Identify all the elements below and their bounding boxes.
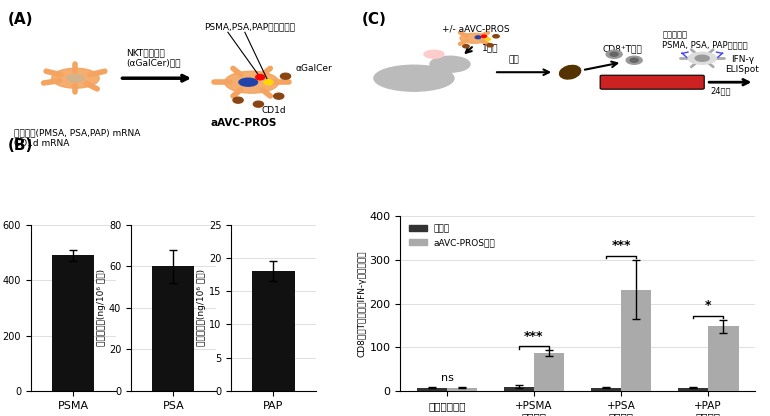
Text: *: * — [705, 300, 711, 312]
Circle shape — [256, 74, 265, 80]
Circle shape — [233, 97, 243, 103]
Circle shape — [280, 73, 290, 79]
Text: IFN-γ
ELISpot: IFN-γ ELISpot — [725, 54, 759, 74]
Ellipse shape — [688, 52, 716, 64]
Bar — [52, 255, 95, 391]
Text: +/- aAVC-PROS: +/- aAVC-PROS — [442, 24, 510, 33]
Circle shape — [493, 35, 499, 38]
Ellipse shape — [430, 56, 470, 72]
Ellipse shape — [374, 65, 454, 91]
Text: (C): (C) — [362, 12, 387, 27]
Text: αGalCer: αGalCer — [296, 64, 333, 73]
Text: (B): (B) — [8, 138, 33, 153]
Bar — [152, 266, 194, 391]
Text: ***: *** — [524, 330, 544, 343]
Text: CD1d: CD1d — [262, 106, 286, 115]
Bar — [621, 290, 651, 391]
Ellipse shape — [52, 68, 99, 88]
Bar — [708, 327, 738, 391]
Circle shape — [253, 101, 263, 107]
Circle shape — [486, 38, 490, 40]
Y-axis label: タンパク質(ng/10⁶ 細胞): タンパク質(ng/10⁶ 細胞) — [197, 269, 206, 347]
Circle shape — [630, 58, 638, 62]
Ellipse shape — [225, 71, 279, 93]
Circle shape — [606, 50, 622, 58]
Ellipse shape — [695, 55, 709, 61]
Y-axis label: CD8陽性T細胞中のIFN-γスポット数: CD8陽性T細胞中のIFN-γスポット数 — [358, 250, 367, 357]
Bar — [447, 388, 477, 391]
Text: PSMA,PSA,PAPタンパク質: PSMA,PSA,PAPタンパク質 — [204, 22, 295, 31]
Circle shape — [475, 36, 480, 39]
Ellipse shape — [67, 75, 84, 82]
Text: 1週間: 1週間 — [482, 44, 498, 53]
Ellipse shape — [239, 78, 257, 86]
Ellipse shape — [424, 50, 444, 58]
Text: ***: *** — [611, 239, 631, 252]
Bar — [504, 387, 534, 391]
Text: CD8⁺T細胞: CD8⁺T細胞 — [602, 44, 642, 53]
Legend: 非投与, aAVC-PROS投与: 非投与, aAVC-PROS投与 — [405, 221, 499, 250]
Bar — [591, 388, 621, 391]
Text: aAVC-PROS: aAVC-PROS — [211, 118, 277, 128]
Y-axis label: タンパク質(ng/10⁶ 細胞): タンパク質(ng/10⁶ 細胞) — [97, 269, 106, 347]
Circle shape — [273, 93, 284, 99]
Text: NKTリガンド
(αGalCer)添加: NKTリガンド (αGalCer)添加 — [126, 48, 181, 68]
Ellipse shape — [560, 65, 581, 79]
Circle shape — [626, 56, 642, 64]
Ellipse shape — [460, 33, 488, 43]
Text: 腫焰抗原(PMSA, PSA,PAP) mRNA
CD1d mRNA: 腫焰抗原(PMSA, PSA,PAP) mRNA CD1d mRNA — [15, 128, 141, 148]
Circle shape — [481, 35, 487, 37]
Text: 24時間: 24時間 — [710, 86, 731, 95]
Bar — [253, 271, 294, 391]
Circle shape — [610, 52, 618, 56]
Bar — [417, 388, 447, 391]
Text: (A): (A) — [8, 12, 33, 27]
Circle shape — [487, 44, 494, 47]
Bar — [678, 388, 708, 391]
Circle shape — [463, 45, 469, 48]
Text: 樹状細胞＋
PSMA, PSA, PAPペプチド: 樹状細胞＋ PSMA, PSA, PAPペプチド — [662, 30, 748, 50]
Bar — [534, 353, 564, 391]
FancyBboxPatch shape — [600, 75, 705, 89]
Text: 脾臓: 脾臓 — [509, 55, 520, 64]
Circle shape — [264, 79, 273, 85]
Text: ns: ns — [440, 373, 454, 383]
